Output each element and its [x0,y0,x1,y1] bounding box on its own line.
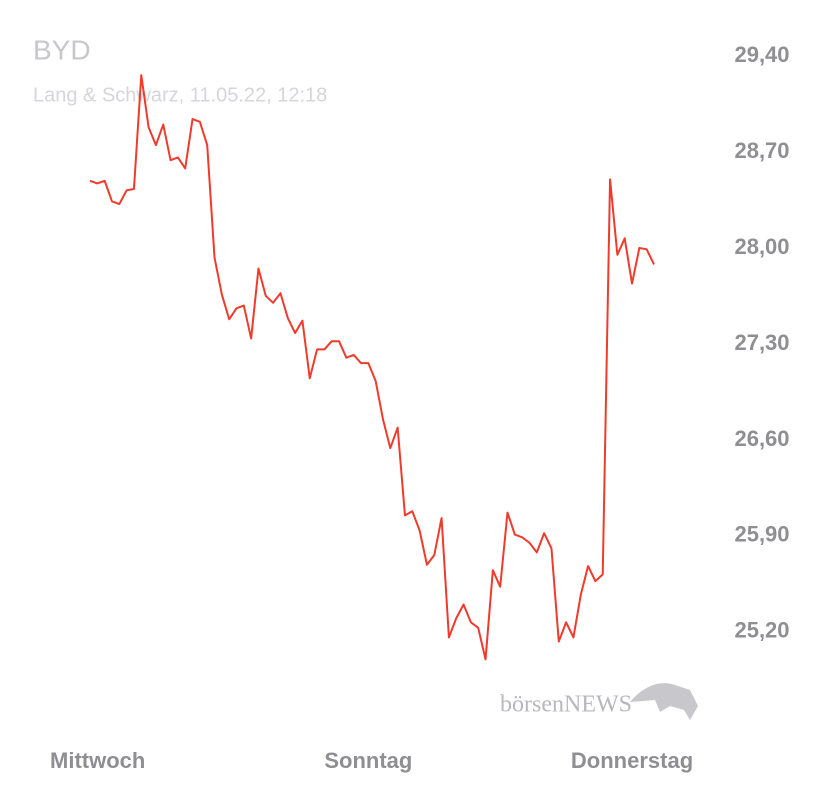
x-tick-label: Donnerstag [571,748,693,773]
chart-title: BYD [33,34,91,65]
y-tick-label: 29,40 [734,42,789,67]
x-tick-label: Mittwoch [50,748,145,773]
y-tick-label: 26,60 [734,426,789,451]
watermark-bull [630,683,698,720]
y-tick-label: 27,30 [734,330,789,355]
y-tick-label: 25,20 [734,618,789,643]
line [89,74,655,661]
y-tick-label: 25,90 [734,522,789,547]
chart-subtitle: Lang & Schwarz, 11.05.22, 12:18 [33,84,327,106]
x-tick-label: Sonntag [324,748,412,773]
y-tick-label: 28,00 [734,234,789,259]
y-tick-label: 28,70 [734,138,789,163]
watermark: börsenNEWS [500,692,632,718]
